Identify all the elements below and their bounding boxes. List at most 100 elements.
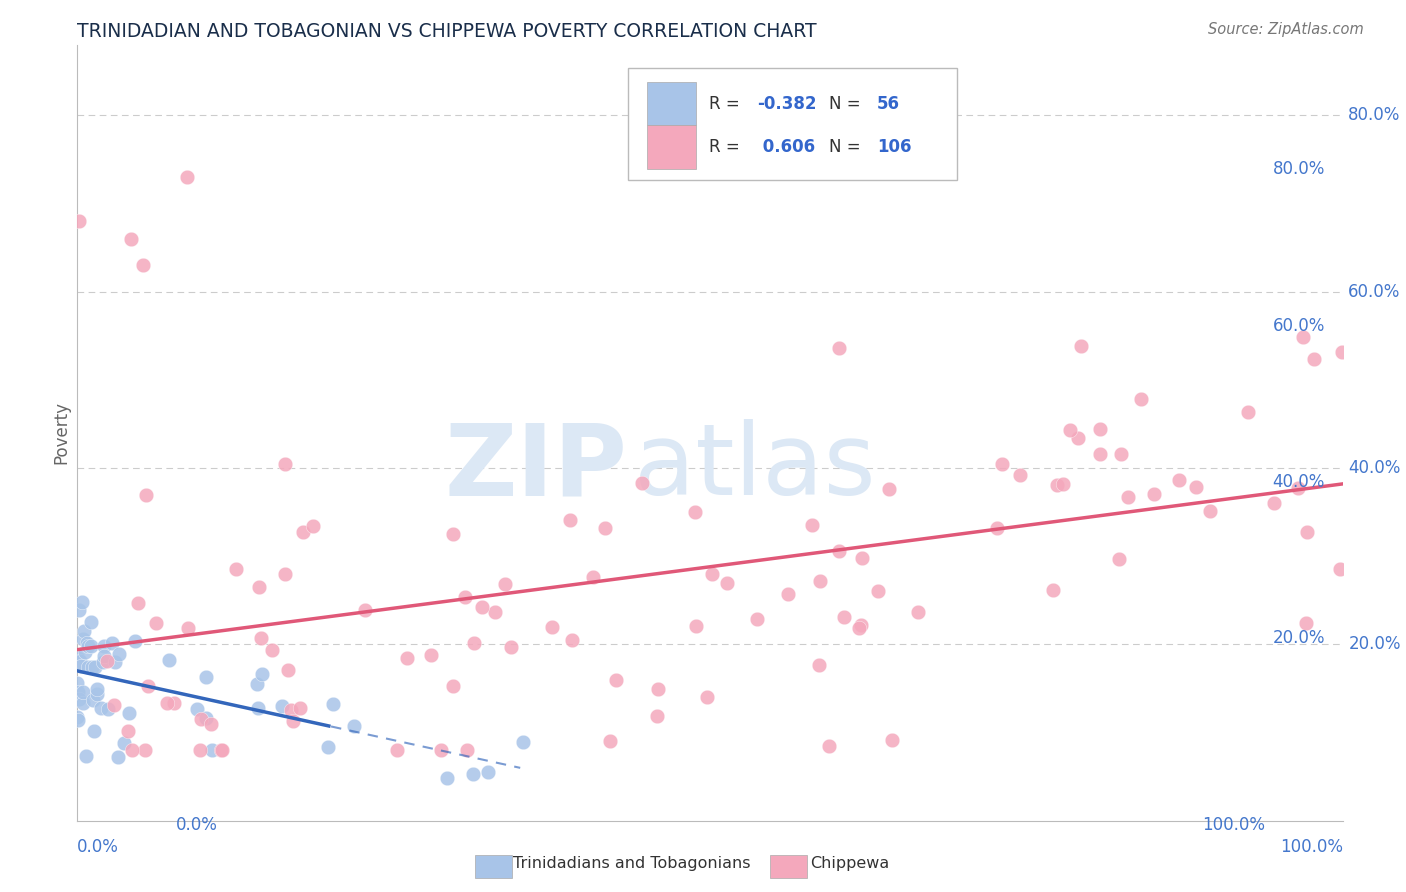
Text: TRINIDADIAN AND TOBAGONIAN VS CHIPPEWA POVERTY CORRELATION CHART: TRINIDADIAN AND TOBAGONIAN VS CHIPPEWA P… — [77, 22, 817, 41]
Text: 100.0%: 100.0% — [1279, 838, 1343, 856]
Point — [605, 673, 627, 688]
Point — [1168, 474, 1191, 488]
Point — [201, 743, 224, 757]
Text: 106: 106 — [877, 138, 911, 156]
Point — [1042, 582, 1064, 597]
Point — [419, 648, 441, 662]
Point — [808, 657, 831, 672]
Point — [277, 663, 299, 677]
Point — [1067, 431, 1090, 445]
Point — [477, 764, 499, 779]
Point — [631, 475, 654, 490]
Point — [194, 711, 217, 725]
Point — [67, 214, 90, 228]
Point — [512, 735, 534, 749]
Point — [1008, 468, 1031, 483]
Point — [136, 679, 159, 693]
Point — [866, 584, 889, 599]
Point — [1130, 392, 1153, 406]
Text: atlas: atlas — [634, 419, 876, 516]
Point — [494, 577, 516, 591]
Point — [561, 633, 583, 648]
Text: 40.0%: 40.0% — [1272, 473, 1324, 491]
Point — [134, 743, 156, 757]
Point — [818, 739, 841, 753]
FancyBboxPatch shape — [647, 125, 696, 169]
Point — [436, 772, 458, 786]
Point — [157, 653, 180, 667]
Point — [828, 341, 851, 355]
Point — [281, 714, 304, 729]
Point — [82, 693, 104, 707]
Point — [252, 667, 274, 681]
Point — [112, 736, 135, 750]
Point — [986, 521, 1008, 535]
Point — [67, 603, 90, 617]
Text: ZIP: ZIP — [444, 419, 628, 516]
Point — [70, 659, 93, 673]
Point — [1185, 480, 1208, 494]
Point — [118, 706, 141, 721]
Point — [1108, 552, 1130, 566]
Text: 56: 56 — [877, 95, 900, 112]
Point — [67, 692, 90, 706]
Point — [1143, 487, 1166, 501]
Point — [66, 685, 89, 699]
Point — [96, 654, 118, 668]
Point — [322, 697, 344, 711]
Point — [683, 505, 706, 519]
Text: 80.0%: 80.0% — [1272, 161, 1324, 178]
Point — [107, 749, 129, 764]
Point — [66, 651, 89, 665]
Point — [76, 636, 98, 650]
Point — [211, 743, 233, 757]
Point — [225, 561, 247, 575]
Point — [67, 713, 90, 727]
Point — [456, 743, 478, 757]
Point — [124, 634, 146, 648]
Point — [745, 612, 768, 626]
Point — [1088, 447, 1111, 461]
Text: Chippewa: Chippewa — [810, 856, 889, 871]
Point — [907, 605, 929, 619]
Point — [599, 734, 621, 748]
Point — [246, 677, 269, 691]
Point — [73, 624, 96, 639]
Point — [808, 574, 831, 588]
Point — [647, 681, 669, 696]
Point — [79, 640, 101, 654]
Point — [1116, 491, 1139, 505]
Point — [93, 639, 115, 653]
Point — [100, 635, 122, 649]
Point — [471, 599, 494, 614]
Point — [1296, 524, 1319, 539]
Text: Source: ZipAtlas.com: Source: ZipAtlas.com — [1208, 22, 1364, 37]
Point — [86, 687, 108, 701]
Point — [72, 685, 94, 699]
Point — [1295, 615, 1317, 630]
Text: 20.0%: 20.0% — [1272, 629, 1324, 647]
Text: R =: R = — [709, 138, 745, 156]
Point — [91, 655, 114, 669]
Point — [848, 622, 870, 636]
Point — [262, 643, 284, 657]
Point — [83, 660, 105, 674]
Point — [1059, 424, 1081, 438]
Point — [461, 767, 484, 781]
Point — [877, 483, 900, 497]
Point — [1070, 339, 1092, 353]
Text: 60.0%: 60.0% — [1348, 283, 1400, 301]
Point — [271, 699, 294, 714]
Point — [849, 618, 872, 632]
Point — [696, 690, 718, 705]
Point — [190, 712, 212, 726]
Point — [186, 702, 208, 716]
Point — [145, 615, 167, 630]
Point — [177, 621, 200, 635]
Point — [702, 567, 724, 582]
Point — [97, 702, 120, 716]
Point — [77, 659, 100, 673]
Text: 80.0%: 80.0% — [1348, 106, 1400, 124]
Point — [77, 639, 100, 653]
Y-axis label: Poverty: Poverty — [52, 401, 70, 464]
